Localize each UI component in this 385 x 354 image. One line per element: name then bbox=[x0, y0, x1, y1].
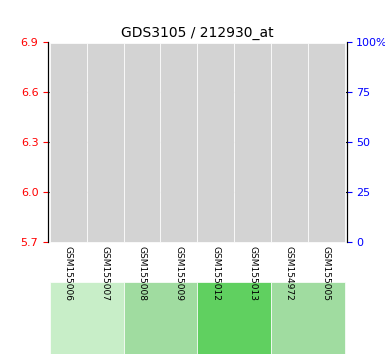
FancyBboxPatch shape bbox=[271, 43, 308, 242]
FancyBboxPatch shape bbox=[271, 282, 345, 354]
Text: GSM155013: GSM155013 bbox=[248, 246, 257, 301]
FancyBboxPatch shape bbox=[234, 43, 271, 242]
Bar bbox=[59, 210, 78, 214]
Bar bbox=[280, 177, 299, 181]
Bar bbox=[243, 164, 262, 242]
FancyBboxPatch shape bbox=[50, 282, 124, 354]
Title: GDS3105 / 212930_at: GDS3105 / 212930_at bbox=[121, 26, 274, 40]
FancyBboxPatch shape bbox=[197, 43, 234, 242]
Bar bbox=[317, 177, 335, 181]
Text: GSM155007: GSM155007 bbox=[101, 246, 110, 301]
Bar bbox=[133, 210, 151, 214]
Bar bbox=[206, 46, 225, 242]
Text: GSM155012: GSM155012 bbox=[211, 246, 220, 301]
Bar bbox=[317, 97, 335, 242]
Bar bbox=[206, 153, 225, 158]
FancyBboxPatch shape bbox=[124, 282, 197, 354]
Bar bbox=[170, 218, 188, 222]
Text: GSM155005: GSM155005 bbox=[322, 246, 331, 301]
Bar bbox=[96, 215, 114, 219]
FancyBboxPatch shape bbox=[124, 43, 161, 242]
FancyBboxPatch shape bbox=[50, 43, 87, 242]
Text: GSM155008: GSM155008 bbox=[137, 246, 147, 301]
Bar bbox=[243, 212, 262, 216]
FancyBboxPatch shape bbox=[87, 43, 124, 242]
FancyBboxPatch shape bbox=[197, 282, 271, 354]
FancyBboxPatch shape bbox=[161, 43, 197, 242]
Bar bbox=[170, 197, 188, 242]
Text: GSM154972: GSM154972 bbox=[285, 246, 294, 301]
Bar bbox=[59, 167, 78, 242]
Text: GSM155006: GSM155006 bbox=[64, 246, 73, 301]
FancyBboxPatch shape bbox=[308, 43, 345, 242]
Bar bbox=[280, 97, 299, 242]
Bar bbox=[96, 184, 114, 242]
Text: GSM155009: GSM155009 bbox=[174, 246, 183, 301]
Bar bbox=[133, 167, 151, 242]
